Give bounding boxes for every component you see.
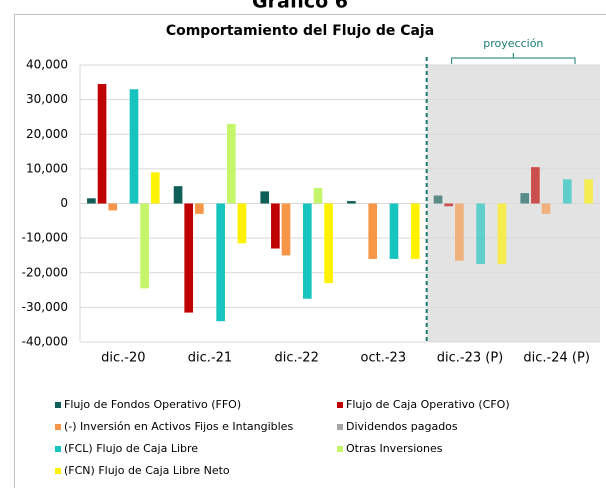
legend-swatch	[337, 402, 343, 408]
bar	[433, 195, 443, 204]
bar	[562, 179, 572, 204]
y-tick-label: 40,000	[26, 58, 68, 72]
bar	[302, 203, 312, 299]
bar	[184, 203, 194, 313]
bar	[531, 167, 540, 204]
projection-bracket	[451, 53, 576, 64]
bar	[455, 203, 464, 261]
bar	[216, 203, 225, 322]
y-tick-label: 10,000	[26, 161, 68, 175]
bar	[260, 191, 270, 204]
legend-swatch	[55, 402, 61, 408]
x-tick-label: dic.-23 (P)	[437, 351, 504, 366]
y-tick-label: -40,000	[22, 335, 68, 349]
y-tick-label: -10,000	[22, 231, 68, 245]
bar	[150, 172, 160, 204]
bar	[584, 179, 593, 204]
bar	[324, 203, 333, 284]
bar	[195, 203, 204, 214]
chart-title: Comportamiento del Flujo de Caja	[166, 23, 434, 39]
bar	[476, 203, 485, 265]
legend-swatch	[55, 468, 61, 474]
y-tick-label: 0	[60, 196, 68, 210]
bar	[541, 203, 551, 214]
bar	[281, 203, 291, 256]
bar	[129, 89, 139, 204]
legend-swatch	[337, 424, 343, 430]
legend-label: (FCL) Flujo de Caja Libre	[64, 442, 198, 455]
legend-swatch	[55, 424, 61, 430]
bar	[140, 203, 149, 289]
y-tick-label: 30,000	[26, 92, 68, 106]
y-tick-label: -20,000	[22, 265, 68, 279]
bar	[389, 203, 399, 259]
bar	[520, 193, 530, 204]
legend-label: (-) Inversión en Activos Fijos e Intangi…	[64, 420, 293, 433]
bar	[313, 187, 323, 204]
bar	[410, 203, 420, 259]
bar	[368, 203, 378, 259]
legend-label: Flujo de Fondos Operativo (FFO)	[64, 398, 241, 411]
y-tick-label: 20,000	[26, 127, 68, 141]
bar	[97, 84, 107, 204]
x-tick-label: oct.-23	[361, 351, 407, 366]
bar	[444, 203, 454, 207]
bar	[87, 198, 96, 204]
bar	[271, 203, 280, 249]
page-header: Gráfico 6	[252, 0, 348, 13]
bar	[226, 123, 236, 204]
legend-label: Dividendos pagados	[346, 420, 458, 433]
y-tick-label: -30,000	[22, 300, 68, 314]
bar	[497, 203, 507, 265]
legend-label: Otras Inversiones	[346, 442, 443, 455]
bar	[173, 186, 183, 204]
x-tick-label: dic.-20	[101, 351, 145, 366]
legend-swatch	[337, 446, 343, 452]
x-tick-label: dic.-21	[188, 351, 232, 366]
bar	[108, 203, 118, 211]
legend-label: (FCN) Flujo de Caja Libre Neto	[64, 464, 230, 477]
legend-swatch	[55, 446, 61, 452]
bar	[237, 203, 247, 244]
x-tick-label: dic.-24 (P)	[523, 351, 590, 366]
x-tick-label: dic.-22	[274, 351, 318, 366]
legend-label: Flujo de Caja Operativo (CFO)	[346, 398, 510, 411]
annotation: proyección	[483, 37, 543, 50]
bar	[347, 201, 356, 204]
